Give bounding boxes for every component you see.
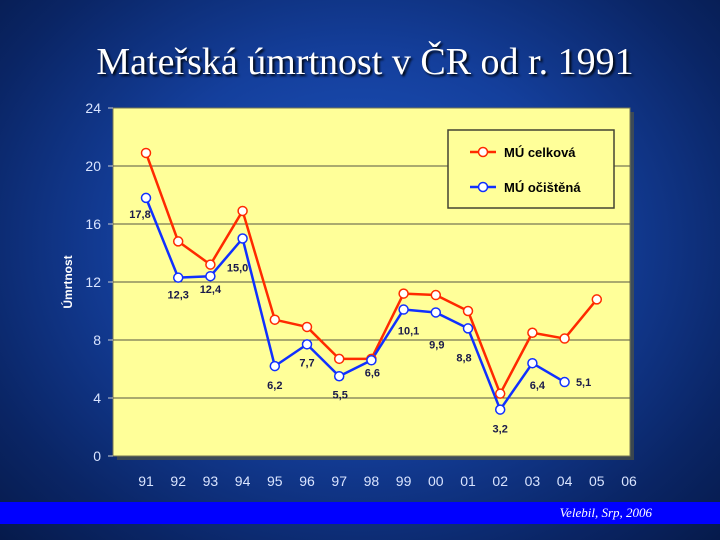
- y-tick-label: 0: [93, 448, 101, 464]
- x-tick-label: 99: [396, 473, 412, 489]
- data-label: 9,9: [429, 339, 444, 351]
- series-ocistena-point: [527, 357, 538, 369]
- y-tick-label: 16: [85, 216, 101, 232]
- series-celkova-point: [398, 288, 409, 299]
- series-ocistena-point: [140, 192, 152, 204]
- x-tick-label: 92: [170, 473, 186, 489]
- series-celkova-point: [301, 321, 313, 333]
- legend-box: [447, 129, 615, 209]
- series-celkova-point: [494, 388, 506, 399]
- legend-label: MÚ celková: [504, 145, 576, 160]
- series-ocistena-point: [398, 304, 409, 315]
- series-ocistena-point: [237, 233, 248, 244]
- series-ocistena-point: [205, 270, 216, 282]
- x-tick-label: 04: [557, 473, 573, 489]
- series-celkova-point: [205, 259, 216, 270]
- series-celkova-point: [559, 333, 570, 344]
- data-label: 5,5: [333, 389, 348, 401]
- data-label: 12,3: [167, 290, 188, 302]
- series-celkova-point: [237, 205, 248, 217]
- x-tick-label: 05: [589, 473, 605, 489]
- y-tick-label: 24: [85, 100, 101, 116]
- y-tick-label: 4: [93, 390, 101, 406]
- y-tick-label: 8: [93, 332, 101, 348]
- slide-title: Mateřská úmrtnost v ČR od r. 1991: [96, 41, 634, 83]
- data-label: 17,8: [129, 209, 150, 221]
- legend-swatch-marker: [477, 181, 489, 193]
- x-tick-label: 98: [364, 473, 380, 489]
- x-tick-label: 03: [525, 473, 541, 489]
- series-celkova-point: [430, 289, 442, 301]
- data-label: 8,8: [456, 352, 471, 364]
- series-ocistena-point: [494, 404, 506, 415]
- x-tick-label: 02: [492, 473, 508, 489]
- data-label: 6,4: [530, 380, 546, 392]
- legend-label: MÚ očištěná: [504, 180, 581, 195]
- y-axis-label: Úmrtnost: [60, 255, 75, 308]
- x-tick-label: 96: [299, 473, 315, 489]
- series-celkova-point: [333, 353, 345, 365]
- series-ocistena-point: [333, 371, 345, 382]
- y-tick-label: 20: [85, 158, 101, 174]
- data-label: 6,2: [267, 380, 282, 392]
- series-celkova-point: [172, 236, 184, 247]
- series-celkova-point: [140, 147, 152, 159]
- series-ocistena-point: [559, 376, 570, 388]
- series-ocistena-point: [430, 307, 442, 318]
- series-ocistena-point: [172, 272, 184, 283]
- x-tick-label: 00: [428, 473, 444, 489]
- series-ocistena-point: [366, 355, 377, 366]
- legend-swatch-marker: [477, 146, 489, 158]
- series-ocistena-point: [301, 339, 313, 350]
- footer-credit: Velebil, Srp, 2006: [559, 505, 652, 520]
- series-ocistena-line: [144, 197, 566, 411]
- data-label: 6,6: [365, 367, 380, 379]
- x-tick-label: 97: [331, 473, 347, 489]
- x-tick-label: 06: [621, 473, 637, 489]
- data-label: 15,0: [227, 263, 248, 275]
- x-tick-label: 93: [203, 473, 219, 489]
- data-label: 10,1: [398, 326, 419, 338]
- series-celkova-point: [527, 327, 538, 338]
- x-tick-label: 91: [138, 473, 154, 489]
- series-ocistena-point: [269, 360, 281, 372]
- series-celkova-point: [269, 314, 281, 325]
- y-tick-label: 12: [85, 274, 101, 290]
- data-label: 12,4: [200, 284, 222, 296]
- footer-bar: [0, 502, 720, 524]
- data-label: 5,1: [576, 377, 591, 389]
- data-label: 7,7: [299, 357, 314, 369]
- series-ocistena-point: [462, 323, 474, 334]
- data-label: 3,2: [493, 424, 508, 436]
- series-celkova-point: [462, 305, 474, 317]
- x-tick-label: 94: [235, 473, 251, 489]
- series-celkova-point: [591, 294, 603, 305]
- x-tick-label: 95: [267, 473, 283, 489]
- x-tick-label: 01: [460, 473, 476, 489]
